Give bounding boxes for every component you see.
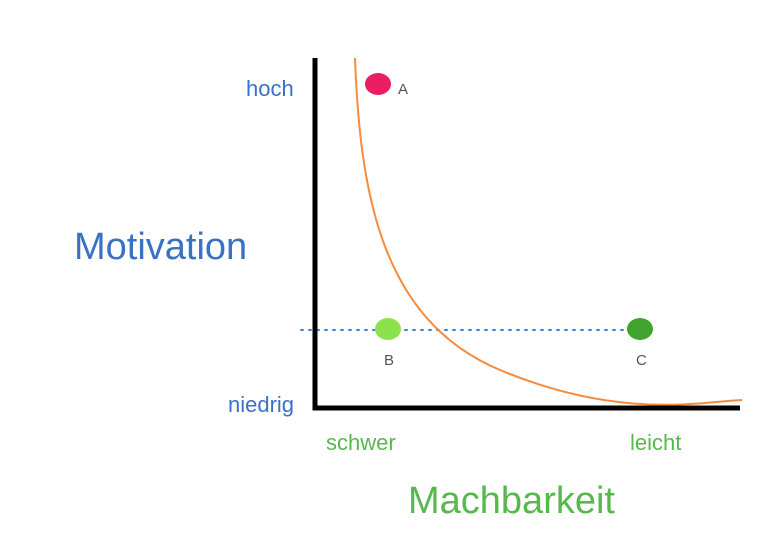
point-b-label: B [384, 352, 394, 369]
point-c [627, 318, 653, 340]
point-a [365, 73, 391, 95]
chart-svg [0, 0, 768, 541]
threshold-curve [355, 58, 742, 405]
y-tick-high: hoch [246, 76, 294, 102]
x-axis-title: Machbarkeit [408, 480, 615, 523]
point-b [375, 318, 401, 340]
x-tick-high: leicht [630, 430, 681, 456]
x-tick-low: schwer [326, 430, 396, 456]
y-axis-title: Motivation [74, 226, 247, 269]
y-tick-low: niedrig [228, 392, 294, 418]
point-a-label: A [398, 81, 408, 98]
point-c-label: C [636, 352, 647, 369]
